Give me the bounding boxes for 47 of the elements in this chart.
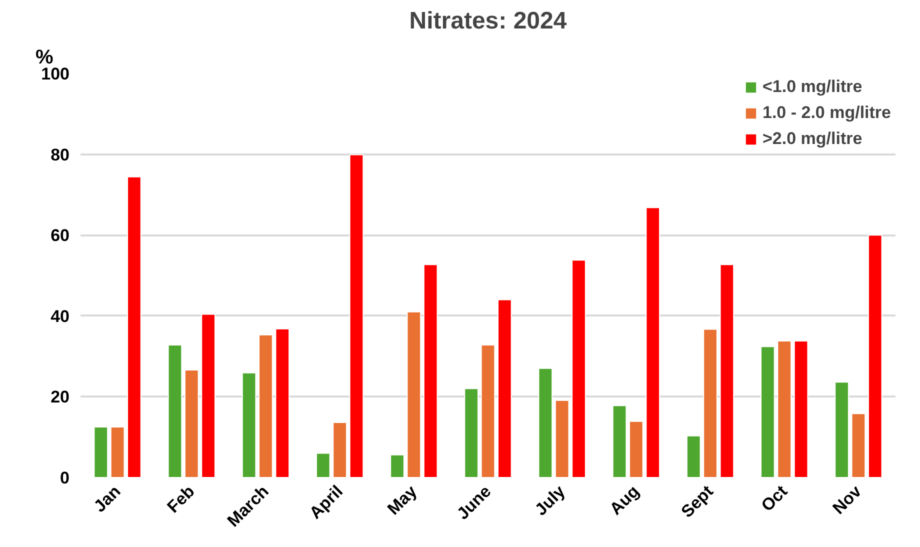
bar [777,340,792,478]
bar [794,340,808,478]
bar [168,344,182,478]
bar [646,207,660,478]
bar [703,328,718,478]
legend-label: 1.0 - 2.0 mg/litre [762,103,891,123]
bar [554,400,570,478]
bar [201,314,216,478]
bar [572,260,586,478]
y-tick-label: 60 [50,226,70,246]
bar [258,334,273,478]
bar [480,344,496,478]
bar [423,264,438,478]
bar [94,426,108,478]
x-tick-label: Oct [758,482,792,516]
bar [612,405,627,478]
bar [184,370,199,478]
x-tick-label: Aug [606,482,643,519]
bar [498,299,512,478]
bar [629,420,644,478]
x-tick-label: Nov [829,481,866,518]
bar [349,154,364,478]
legend-label: >2.0 mg/litre [762,129,862,149]
x-tick-label: Feb [164,482,198,517]
y-tick-label: 80 [50,145,70,164]
bar [242,372,256,478]
bar [720,264,734,478]
bar [686,435,701,478]
bar [275,328,290,478]
y-tick-label: 40 [50,306,70,326]
legend-label: <1.0 mg/litre [762,77,862,97]
y-tick-label: 0 [60,468,70,488]
bar [868,234,882,478]
bar [406,311,422,478]
bar [127,176,142,478]
bar [464,388,478,478]
x-tick-label: Jan [90,482,124,516]
bar [760,346,775,478]
bar [538,368,553,478]
bar [332,422,347,478]
bar [110,426,125,478]
y-tick-label: 20 [50,388,70,407]
bar [316,452,330,478]
bar [851,413,866,478]
bar [390,454,404,478]
chart-title: Nitrates: 2024 [409,8,568,34]
bar [834,382,849,478]
